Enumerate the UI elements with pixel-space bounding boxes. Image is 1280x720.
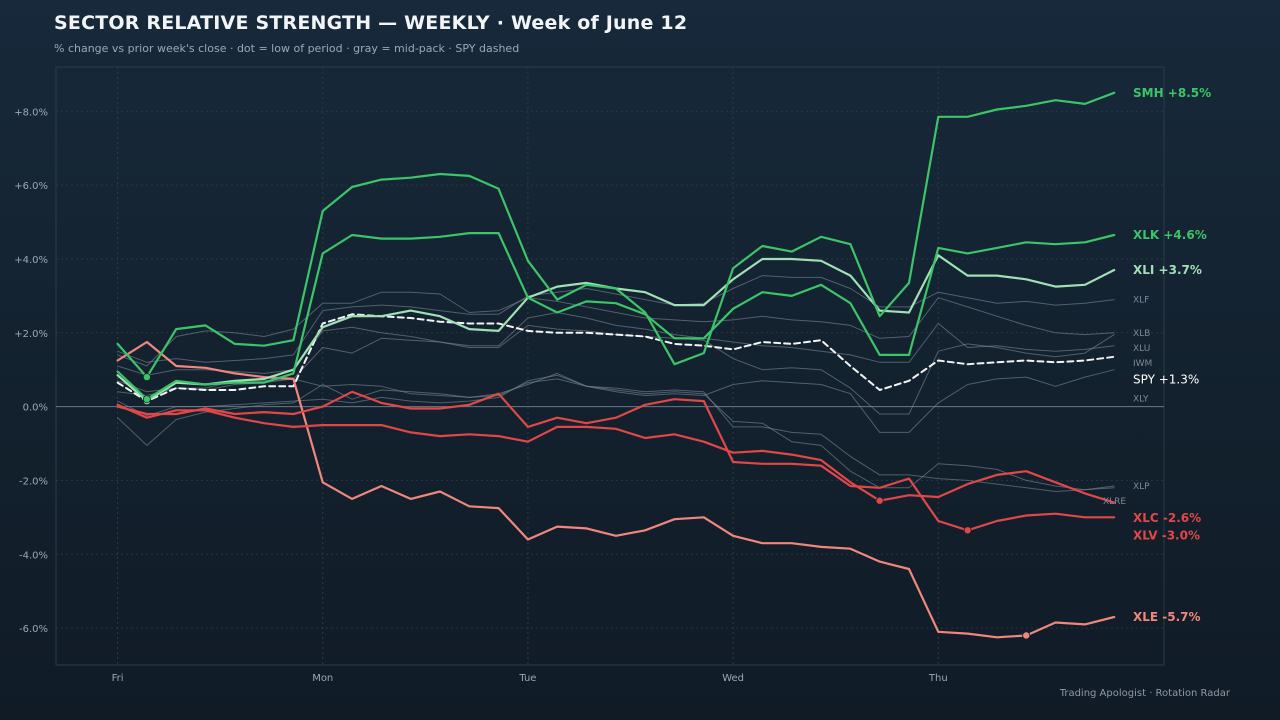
series-label-xle: XLE -5.7%	[1133, 610, 1201, 624]
y-tick-label: -6.0%	[19, 624, 48, 635]
series-label-xlf: XLF	[1133, 296, 1149, 306]
series-label-xlb: XLB	[1133, 329, 1150, 339]
series-label-xlc: XLC -2.6%	[1133, 511, 1201, 525]
x-tick-label: Mon	[312, 673, 333, 684]
series-label-xly: XLY	[1133, 395, 1149, 405]
series-line-xlre	[117, 374, 1115, 492]
chart-title: SECTOR RELATIVE STRENGTH — WEEKLY · Week…	[54, 12, 688, 34]
series-label-iwm: IWM	[1133, 359, 1152, 369]
y-tick-label: -2.0%	[19, 476, 48, 487]
y-tick-label: 0.0%	[23, 403, 48, 414]
x-tick-label: Fri	[112, 673, 124, 684]
y-tick-label: +2.0%	[14, 329, 48, 340]
series-label-xlk: XLK +4.6%	[1133, 228, 1207, 242]
series-label-xlv: XLV -3.0%	[1133, 529, 1200, 543]
low-dot-xlc	[875, 496, 884, 505]
series-label-xli: XLI +3.7%	[1133, 263, 1202, 277]
series-label-xlu: XLU	[1133, 344, 1150, 354]
x-tick-label: Tue	[518, 673, 536, 684]
x-tick-label: Thu	[928, 673, 948, 684]
series-line-xlp	[117, 372, 1115, 491]
y-tick-label: +6.0%	[14, 181, 48, 192]
credit-text: Trading Apologist · Rotation Radar	[1059, 688, 1230, 699]
series-line-spy	[116, 313, 1116, 403]
series-line-xlc	[116, 403, 1116, 504]
low-dot-smh	[142, 373, 151, 382]
series-line-smh	[116, 91, 1116, 379]
chart-subtitle: % change vs prior week's close · dot = l…	[54, 42, 520, 55]
series-label-smh: SMH +8.5%	[1133, 86, 1211, 100]
series-label-spy: SPY +1.3%	[1133, 373, 1199, 387]
low-dot-xlk	[142, 395, 151, 404]
y-tick-label: -4.0%	[19, 550, 48, 561]
series-line-xlu	[117, 324, 1115, 415]
y-tick-label: +8.0%	[14, 107, 48, 118]
series-line-xlf	[117, 275, 1115, 363]
x-tick-label: Wed	[722, 673, 744, 684]
series-line-xly	[117, 369, 1115, 433]
series-line-xlk	[116, 232, 1116, 401]
low-dot-xlv	[963, 526, 972, 535]
y-tick-label: +4.0%	[14, 255, 48, 266]
plot-frame	[55, 66, 1165, 666]
series-line-xle	[116, 340, 1116, 639]
series-line-xli	[116, 254, 1116, 403]
low-dot-xle	[1022, 631, 1031, 640]
series-line-xlb	[117, 291, 1115, 367]
series-line-iwm	[117, 312, 1115, 376]
series-label-xlre: XLRE	[1103, 497, 1126, 507]
series-label-xlp: XLP	[1133, 482, 1150, 492]
series-line-xlv	[116, 390, 1116, 532]
